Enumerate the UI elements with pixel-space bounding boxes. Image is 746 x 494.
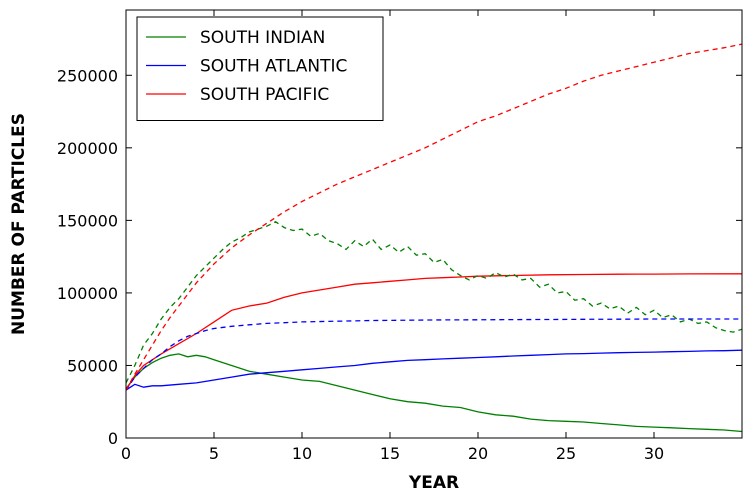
legend-label: SOUTH INDIAN: [200, 28, 325, 48]
series-line-0-south-indian: [126, 353, 742, 433]
series-layer: [126, 43, 742, 433]
x-tick-label: 5: [209, 444, 219, 463]
series-line-4-dashed: [126, 318, 742, 391]
y-tick-label: 50000: [67, 356, 118, 375]
x-tick-label: 30: [644, 444, 664, 463]
x-tick-label: 25: [556, 444, 576, 463]
x-tick-label: 20: [468, 444, 488, 463]
legend-box: [136, 16, 384, 121]
y-tick-label: 150000: [57, 211, 118, 230]
x-tick-label: 10: [292, 444, 312, 463]
x-tick-label: 15: [380, 444, 400, 463]
y-tick-label: 200000: [57, 139, 118, 158]
series-line-2-south-pacific: [126, 273, 742, 391]
series-line-5-dashed: [126, 43, 742, 391]
y-tick-label: 0: [108, 429, 118, 448]
y-axis-label: NUMBER OF PARTICLES: [9, 113, 29, 335]
x-tick-label: 0: [121, 444, 131, 463]
series-line-1-south-atlantic: [126, 349, 742, 391]
legend-label: SOUTH ATLANTIC: [200, 57, 347, 77]
legend-label: SOUTH PACIFIC: [200, 85, 329, 105]
series-line-3-dashed: [126, 221, 742, 384]
legend: SOUTH INDIAN SOUTH ATLANTIC SOUTH PACIFIC: [136, 16, 384, 121]
tick-layer: 0 5 10 15 20 25 30 0 50000 100000 150000 200000 2500…: [57, 10, 742, 463]
y-tick-label: 250000: [57, 66, 118, 85]
plot-frame: [125, 9, 743, 439]
y-tick-label: 100000: [57, 284, 118, 303]
x-axis-label: YEAR: [408, 473, 459, 493]
